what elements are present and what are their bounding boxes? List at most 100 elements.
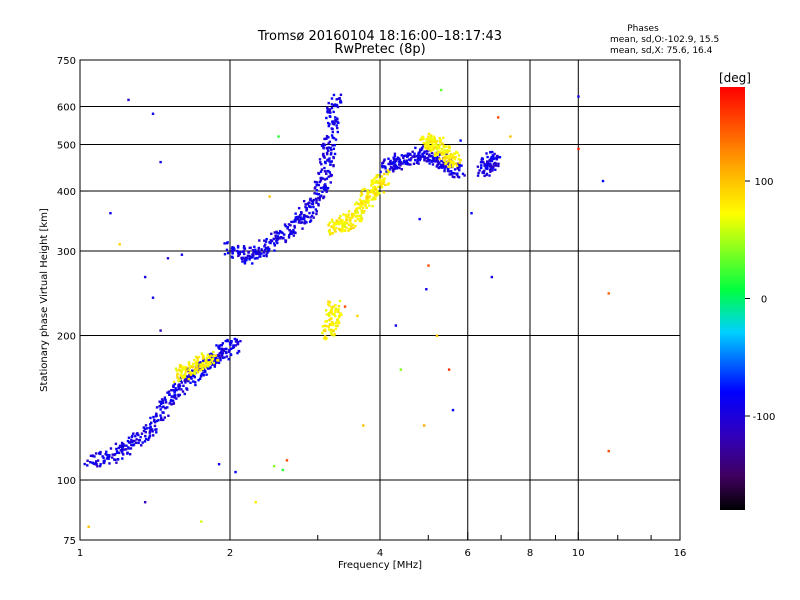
data-point bbox=[366, 189, 369, 192]
data-point bbox=[425, 138, 428, 141]
data-point bbox=[414, 146, 417, 150]
data-point bbox=[202, 355, 205, 358]
data-point bbox=[365, 206, 368, 210]
data-point bbox=[422, 151, 426, 155]
data-point bbox=[216, 359, 219, 362]
data-point bbox=[452, 163, 455, 166]
data-point bbox=[102, 456, 105, 460]
data-point bbox=[486, 166, 489, 170]
data-point bbox=[204, 359, 208, 362]
data-point bbox=[222, 349, 226, 353]
data-point bbox=[283, 233, 286, 236]
data-point bbox=[220, 350, 223, 354]
data-point bbox=[435, 140, 439, 143]
data-point bbox=[359, 215, 363, 218]
data-point bbox=[193, 381, 197, 384]
data-point bbox=[202, 374, 205, 377]
data-point bbox=[220, 344, 223, 347]
data-point bbox=[187, 377, 190, 381]
data-point bbox=[161, 399, 164, 402]
data-point bbox=[409, 163, 412, 166]
data-point bbox=[277, 135, 280, 138]
data-point bbox=[349, 218, 352, 222]
data-point bbox=[275, 239, 278, 243]
data-point bbox=[240, 256, 243, 260]
data-point bbox=[327, 149, 330, 152]
data-point bbox=[382, 191, 386, 194]
data-point bbox=[124, 448, 128, 451]
data-point bbox=[325, 135, 329, 138]
data-point bbox=[386, 172, 389, 176]
data-point bbox=[213, 364, 217, 367]
data-point bbox=[286, 226, 290, 229]
data-point bbox=[330, 308, 334, 311]
data-point bbox=[432, 143, 436, 147]
data-point bbox=[375, 176, 378, 179]
colorbar-ticks: 100 0 -100 bbox=[745, 177, 775, 423]
data-point bbox=[130, 438, 133, 442]
data-point bbox=[332, 226, 335, 230]
data-point bbox=[439, 139, 442, 142]
data-point bbox=[324, 320, 327, 323]
data-point bbox=[315, 189, 319, 192]
data-point bbox=[149, 428, 152, 432]
y-tick-label: 75 bbox=[63, 536, 76, 547]
data-point bbox=[103, 459, 106, 462]
data-point bbox=[370, 198, 373, 201]
data-point bbox=[143, 500, 147, 504]
data-point bbox=[493, 152, 496, 156]
phase-colorbar: [deg] 100 0 -100 bbox=[719, 71, 775, 510]
data-point bbox=[210, 352, 213, 356]
colorbar-gradient bbox=[720, 87, 745, 510]
phase-stats-x: mean, sd,X: 75.6, 16.4 bbox=[610, 46, 713, 56]
data-point bbox=[322, 195, 326, 198]
data-point bbox=[346, 215, 349, 219]
data-point bbox=[334, 222, 338, 225]
data-point bbox=[336, 118, 339, 121]
data-point bbox=[343, 305, 347, 308]
data-point bbox=[181, 390, 185, 393]
data-point bbox=[320, 168, 324, 171]
data-point bbox=[89, 461, 92, 464]
data-point bbox=[442, 136, 445, 140]
data-point bbox=[113, 453, 116, 457]
data-point bbox=[270, 232, 273, 236]
data-point bbox=[211, 363, 214, 366]
data-point bbox=[379, 179, 382, 183]
chart-title: Tromsø 20160104 18:16:00–18:17:43 bbox=[257, 29, 502, 44]
data-point bbox=[150, 421, 153, 424]
data-point bbox=[380, 164, 384, 167]
data-point bbox=[330, 148, 333, 152]
data-point bbox=[325, 177, 329, 180]
data-point bbox=[269, 239, 273, 242]
data-point bbox=[328, 160, 331, 163]
data-point bbox=[399, 164, 402, 167]
data-point bbox=[333, 152, 337, 156]
data-point bbox=[302, 199, 306, 203]
data-point bbox=[213, 357, 216, 361]
data-point bbox=[153, 424, 157, 428]
data-point bbox=[325, 324, 328, 328]
data-point bbox=[116, 458, 120, 461]
data-point bbox=[144, 424, 148, 427]
data-point bbox=[423, 150, 426, 153]
data-point bbox=[307, 201, 311, 204]
data-point bbox=[354, 224, 357, 228]
data-point bbox=[97, 452, 101, 455]
data-point bbox=[109, 212, 112, 215]
data-point bbox=[196, 356, 199, 360]
data-point bbox=[334, 230, 337, 233]
data-point bbox=[184, 370, 188, 373]
data-point bbox=[456, 162, 460, 166]
data-point bbox=[193, 358, 196, 362]
data-point bbox=[305, 215, 308, 218]
data-point bbox=[106, 455, 109, 459]
data-point bbox=[442, 157, 445, 160]
data-point bbox=[327, 300, 330, 303]
data-point bbox=[200, 520, 203, 523]
data-point bbox=[176, 374, 179, 377]
data-point bbox=[187, 379, 190, 383]
data-point bbox=[237, 254, 240, 258]
data-point bbox=[339, 229, 342, 232]
data-point bbox=[457, 154, 461, 157]
